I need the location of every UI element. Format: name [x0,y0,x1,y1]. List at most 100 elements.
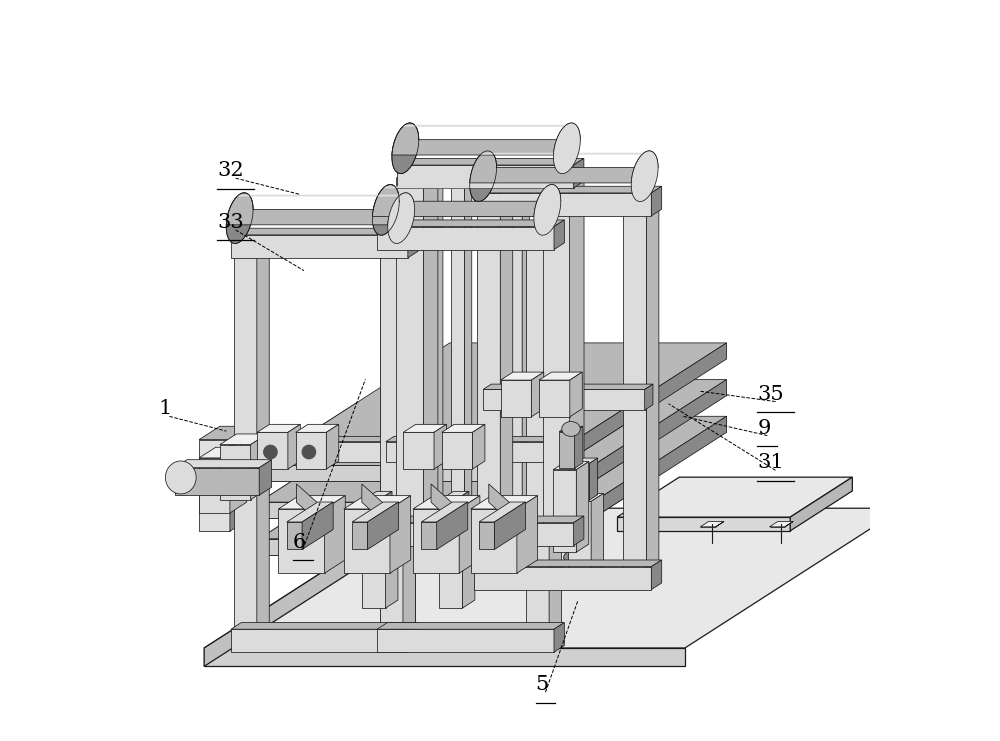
Polygon shape [474,560,662,567]
Polygon shape [553,123,580,173]
Polygon shape [568,494,604,502]
Polygon shape [386,436,556,442]
Polygon shape [785,522,793,527]
Polygon shape [501,380,531,416]
Polygon shape [372,185,399,235]
Polygon shape [288,425,300,469]
Polygon shape [259,459,272,495]
Polygon shape [231,629,408,652]
Polygon shape [204,648,685,666]
Polygon shape [408,622,418,652]
Polygon shape [623,205,646,579]
Polygon shape [352,522,367,550]
Polygon shape [559,431,575,468]
Polygon shape [501,372,544,380]
Polygon shape [231,235,408,258]
Polygon shape [461,491,469,534]
Polygon shape [436,180,443,524]
Polygon shape [472,425,485,469]
Polygon shape [646,522,655,527]
Polygon shape [199,426,251,439]
Polygon shape [231,622,418,629]
Polygon shape [554,220,564,250]
Polygon shape [570,168,584,536]
Polygon shape [422,185,436,524]
Polygon shape [517,496,538,573]
Polygon shape [442,425,485,432]
Polygon shape [278,496,345,509]
Polygon shape [551,180,558,524]
Polygon shape [474,193,651,216]
Polygon shape [220,445,251,499]
Text: 1: 1 [158,399,172,419]
Polygon shape [547,436,556,462]
Polygon shape [464,180,472,524]
Polygon shape [531,372,544,416]
Polygon shape [397,516,584,522]
Polygon shape [259,379,727,502]
Polygon shape [442,432,472,469]
Polygon shape [396,168,438,178]
Polygon shape [549,230,562,642]
Polygon shape [589,458,598,500]
Polygon shape [576,462,589,552]
Polygon shape [543,168,584,178]
Text: 6: 6 [293,533,306,551]
Polygon shape [302,502,333,550]
Polygon shape [259,539,536,555]
Polygon shape [421,502,468,522]
Polygon shape [553,462,589,470]
Polygon shape [483,390,645,410]
Polygon shape [646,197,659,579]
Polygon shape [437,502,468,550]
Polygon shape [574,159,584,188]
Polygon shape [568,502,591,575]
Ellipse shape [564,551,578,563]
Polygon shape [553,470,576,552]
Polygon shape [445,491,469,496]
Polygon shape [570,372,582,416]
Polygon shape [539,380,570,416]
Ellipse shape [302,445,316,459]
Ellipse shape [584,538,599,550]
Polygon shape [631,151,658,202]
Polygon shape [386,442,547,462]
Polygon shape [716,522,724,527]
Polygon shape [403,239,415,642]
Polygon shape [396,178,423,536]
Polygon shape [388,193,415,244]
Polygon shape [220,434,267,445]
Polygon shape [296,484,327,530]
Polygon shape [403,432,434,469]
Polygon shape [377,227,554,250]
Polygon shape [408,228,418,258]
Text: 32: 32 [217,162,244,180]
Polygon shape [574,458,598,463]
Polygon shape [470,151,658,183]
Polygon shape [522,180,529,524]
Polygon shape [377,220,564,227]
Polygon shape [372,185,561,216]
Polygon shape [259,439,633,502]
Polygon shape [401,436,409,462]
Polygon shape [574,463,589,500]
Polygon shape [489,484,520,530]
Polygon shape [471,496,538,509]
Polygon shape [480,153,644,155]
Polygon shape [509,185,522,524]
Ellipse shape [264,445,277,459]
Polygon shape [439,535,462,608]
Polygon shape [392,123,580,155]
Polygon shape [477,205,500,579]
Polygon shape [259,403,633,465]
Polygon shape [536,379,727,518]
Polygon shape [509,180,529,185]
Polygon shape [367,502,399,550]
Polygon shape [386,527,398,608]
Ellipse shape [562,422,580,436]
Polygon shape [413,509,459,573]
Polygon shape [480,180,501,185]
Polygon shape [362,535,386,608]
Polygon shape [538,185,551,524]
Polygon shape [259,476,633,539]
